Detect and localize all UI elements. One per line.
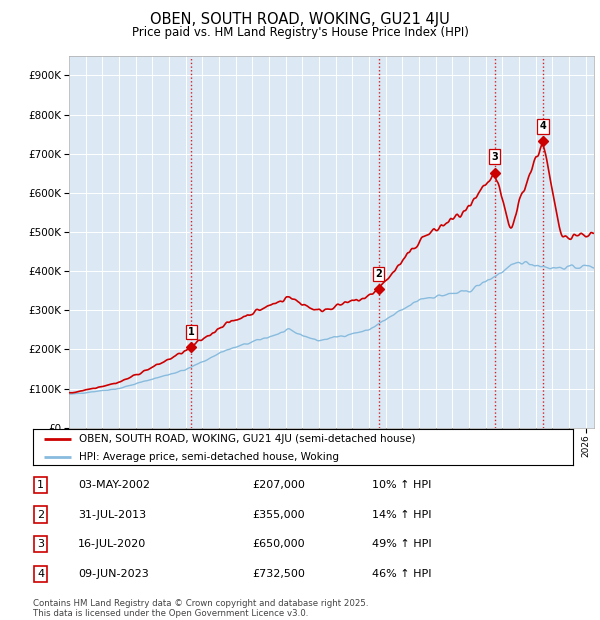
Text: 1: 1 (37, 480, 44, 490)
Text: £355,000: £355,000 (252, 510, 305, 520)
Text: Price paid vs. HM Land Registry's House Price Index (HPI): Price paid vs. HM Land Registry's House … (131, 26, 469, 39)
Text: 14% ↑ HPI: 14% ↑ HPI (372, 510, 431, 520)
Text: 03-MAY-2002: 03-MAY-2002 (78, 480, 150, 490)
Text: 1: 1 (188, 327, 195, 337)
Text: Contains HM Land Registry data © Crown copyright and database right 2025.
This d: Contains HM Land Registry data © Crown c… (33, 599, 368, 618)
Text: HPI: Average price, semi-detached house, Woking: HPI: Average price, semi-detached house,… (79, 452, 339, 462)
Text: £207,000: £207,000 (252, 480, 305, 490)
Text: OBEN, SOUTH ROAD, WOKING, GU21 4JU: OBEN, SOUTH ROAD, WOKING, GU21 4JU (150, 12, 450, 27)
Text: 3: 3 (491, 151, 498, 162)
Text: 49% ↑ HPI: 49% ↑ HPI (372, 539, 431, 549)
Text: 10% ↑ HPI: 10% ↑ HPI (372, 480, 431, 490)
Text: 09-JUN-2023: 09-JUN-2023 (78, 569, 149, 579)
Text: £732,500: £732,500 (252, 569, 305, 579)
Text: £650,000: £650,000 (252, 539, 305, 549)
Text: 2: 2 (37, 510, 44, 520)
Text: 2: 2 (375, 269, 382, 279)
Text: 3: 3 (37, 539, 44, 549)
Text: 46% ↑ HPI: 46% ↑ HPI (372, 569, 431, 579)
Text: OBEN, SOUTH ROAD, WOKING, GU21 4JU (semi-detached house): OBEN, SOUTH ROAD, WOKING, GU21 4JU (semi… (79, 434, 415, 444)
Text: 31-JUL-2013: 31-JUL-2013 (78, 510, 146, 520)
Text: 4: 4 (539, 121, 547, 131)
Text: 16-JUL-2020: 16-JUL-2020 (78, 539, 146, 549)
Text: 4: 4 (37, 569, 44, 579)
